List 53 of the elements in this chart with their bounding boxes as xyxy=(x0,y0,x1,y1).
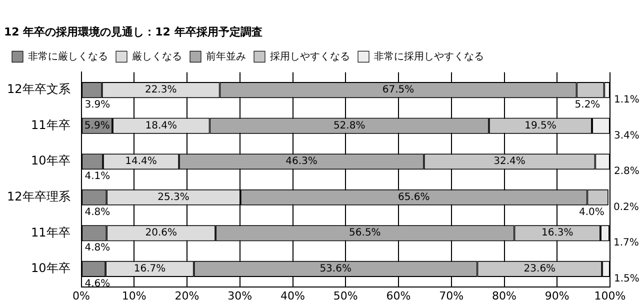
data-label: 4.1% xyxy=(84,171,110,182)
y-tick-label: 12年卒文系 xyxy=(6,82,70,96)
x-tick-label: 90% xyxy=(544,289,570,302)
data-label: 65.6% xyxy=(398,192,430,203)
x-tick-label: 100% xyxy=(594,289,626,302)
y-tick-label: 12年卒理系 xyxy=(6,190,70,204)
data-label: 5.9% xyxy=(84,120,110,132)
data-label: 5.2% xyxy=(574,100,600,111)
x-tick-label: 70% xyxy=(439,289,464,302)
legend-label: 非常に採用しやすくなる xyxy=(374,50,484,62)
x-tick-label: 80% xyxy=(492,289,516,302)
data-label: 3.9% xyxy=(84,100,110,111)
data-label: 56.5% xyxy=(349,228,381,239)
x-tick-label: 50% xyxy=(333,289,358,302)
y-tick-label: 10年卒 xyxy=(30,154,70,168)
x-tick-label: 60% xyxy=(386,289,411,302)
data-label: 4.8% xyxy=(84,242,110,254)
data-label: 1.7% xyxy=(613,238,639,249)
x-tick-label: 0% xyxy=(72,289,90,302)
data-label: 1.1% xyxy=(614,94,640,106)
data-label: 4.0% xyxy=(579,206,604,218)
data-label: 4.6% xyxy=(84,278,110,290)
x-tick-label: 30% xyxy=(228,289,252,302)
data-label: 25.3% xyxy=(158,192,190,203)
legend-label: 前年並み xyxy=(206,50,246,62)
x-tick-label: 40% xyxy=(280,289,305,302)
data-label: 22.3% xyxy=(144,84,177,96)
data-label: 4.8% xyxy=(84,206,110,218)
y-tick-label: 10年卒 xyxy=(30,261,70,276)
data-label: 0.2% xyxy=(613,202,639,213)
data-label: 20.6% xyxy=(145,228,177,239)
data-label: 32.4% xyxy=(494,156,526,168)
data-label: 16.7% xyxy=(134,264,166,275)
legend-label: 採用しやすくなる xyxy=(270,50,350,62)
legend-label: 厳しくなる xyxy=(132,50,182,62)
data-label: 19.5% xyxy=(524,120,556,132)
data-label: 16.3% xyxy=(542,228,574,239)
data-label: 1.5% xyxy=(614,274,640,285)
x-tick-label: 10% xyxy=(122,289,146,302)
data-label: 14.4% xyxy=(125,156,157,168)
data-label: 46.3% xyxy=(286,156,318,168)
y-tick-label: 11年卒 xyxy=(30,118,70,132)
x-tick-label: 20% xyxy=(174,289,200,302)
data-label: 23.6% xyxy=(524,264,556,275)
chart-title: 12 年卒の採用環境の見通し：12 年卒採用予定調査 xyxy=(4,25,262,38)
data-label: 2.8% xyxy=(614,166,640,178)
y-tick-label: 11年卒 xyxy=(30,225,70,240)
data-label: 53.6% xyxy=(320,264,352,275)
legend-label: 非常に厳しくなる xyxy=(28,50,108,62)
data-label: 67.5% xyxy=(382,84,414,96)
data-label: 3.4% xyxy=(614,130,640,142)
data-label: 52.8% xyxy=(333,120,366,132)
data-label: 18.4% xyxy=(145,120,177,132)
